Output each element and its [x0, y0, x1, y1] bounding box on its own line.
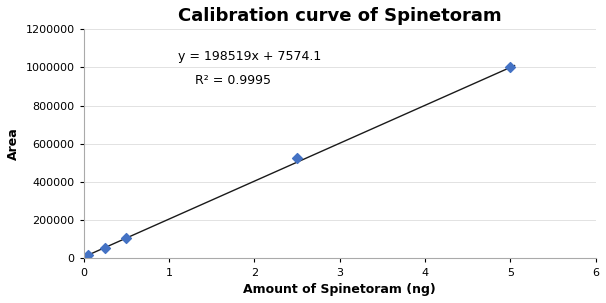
Point [100, 245, 110, 250]
Point [505, 65, 515, 70]
X-axis label: Amount of Spinetoram (ng): Amount of Spinetoram (ng) [243, 283, 436, 296]
Text: R² = 0.9995: R² = 0.9995 [195, 74, 270, 87]
Point [83, 253, 93, 258]
Title: Calibration curve of Spinetoram: Calibration curve of Spinetoram [178, 7, 501, 25]
Point [121, 236, 131, 241]
Y-axis label: Area: Area [7, 128, 20, 160]
Point [292, 156, 302, 161]
Text: y = 198519x + 7574.1: y = 198519x + 7574.1 [178, 49, 321, 62]
